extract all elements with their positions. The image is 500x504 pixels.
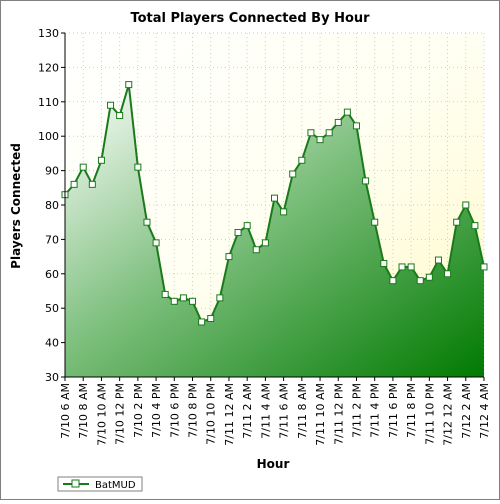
data-point xyxy=(325,129,333,137)
data-point xyxy=(416,277,424,285)
x-tick-label: 7/10 10 PM xyxy=(205,383,218,445)
data-point xyxy=(471,222,479,230)
x-axis-title: Hour xyxy=(257,457,290,471)
x-tick-label: 7/11 2 PM xyxy=(350,383,363,438)
x-tick-label: 7/12 12 AM xyxy=(442,383,455,446)
x-tick-label: 7/11 6 AM xyxy=(278,383,291,439)
data-point xyxy=(316,136,324,144)
data-point xyxy=(97,156,105,164)
y-axis-title: Players Connected xyxy=(9,143,23,269)
data-point xyxy=(225,253,233,261)
x-tick-labels: 7/10 6 AM 7/10 8 AM 7/10 10 AM 7/10 12 PM 7/… xyxy=(59,383,491,446)
y-tick-label: 30 xyxy=(45,371,59,384)
x-tick-label: 7/10 10 AM xyxy=(95,383,108,446)
data-point xyxy=(271,194,278,202)
legend-label-batmud: BatMUD xyxy=(95,480,136,491)
data-point xyxy=(298,156,306,164)
data-point xyxy=(125,81,133,89)
x-tick-label: 7/11 12 AM xyxy=(223,383,236,446)
y-tick-label: 130 xyxy=(38,27,59,40)
x-tick-label: 7/11 2 AM xyxy=(241,383,254,439)
data-point xyxy=(207,315,215,323)
data-point xyxy=(280,208,288,216)
legend-marker xyxy=(71,479,80,488)
data-point xyxy=(380,259,388,267)
x-tick-label: 7/10 6 PM xyxy=(168,383,181,438)
data-point xyxy=(444,270,452,278)
data-point xyxy=(425,273,433,281)
y-tick-labels: 30 40 50 60 70 80 90 100 110 120 130 xyxy=(38,27,59,384)
data-point xyxy=(152,239,160,247)
data-point xyxy=(179,294,187,302)
data-point xyxy=(70,180,78,188)
data-point xyxy=(243,222,251,230)
data-point xyxy=(189,297,197,305)
data-point xyxy=(343,108,351,116)
x-tick-label: 7/11 6 PM xyxy=(387,383,400,438)
y-tick-label: 40 xyxy=(45,337,59,350)
series-area-batmud xyxy=(65,84,484,377)
x-tick-label: 7/10 12 PM xyxy=(114,383,127,445)
x-tick-label: 7/11 10 AM xyxy=(314,383,327,446)
data-point xyxy=(453,218,461,226)
x-tick-label: 7/10 8 PM xyxy=(187,383,200,438)
x-tick-label: 7/10 4 PM xyxy=(150,383,163,438)
data-point xyxy=(79,163,87,171)
axes xyxy=(61,32,485,381)
x-tick-label: 7/11 8 AM xyxy=(296,383,309,439)
data-point xyxy=(88,180,96,188)
chart-title: Total Players Connected By Hour xyxy=(130,11,370,26)
data-point xyxy=(261,239,269,247)
data-point xyxy=(480,263,488,271)
y-tick-label: 110 xyxy=(38,96,59,109)
data-point xyxy=(252,246,260,254)
x-tick-label: 7/11 4 PM xyxy=(369,383,382,438)
x-tick-label: 7/11 12 PM xyxy=(332,383,345,445)
data-point xyxy=(234,229,242,237)
data-point xyxy=(334,118,342,126)
x-tick-label: 7/12 4 AM xyxy=(478,383,491,439)
data-point xyxy=(462,201,470,209)
data-point xyxy=(107,101,115,109)
y-tick-label: 80 xyxy=(45,199,59,212)
x-tick-label: 7/10 2 PM xyxy=(132,383,145,438)
data-point xyxy=(407,263,415,271)
data-point xyxy=(352,122,360,130)
data-point xyxy=(434,256,442,264)
x-tick-label: 7/12 2 AM xyxy=(460,383,473,439)
data-point xyxy=(371,218,379,226)
data-point xyxy=(143,218,151,226)
y-tick-label: 70 xyxy=(45,233,59,246)
y-tick-label: 120 xyxy=(38,61,59,74)
x-tick-label: 7/10 6 AM xyxy=(59,383,72,439)
data-point xyxy=(362,177,370,185)
y-tick-label: 90 xyxy=(45,165,59,178)
data-point xyxy=(116,112,124,120)
y-tick-label: 100 xyxy=(38,130,59,143)
x-tick-label: 7/11 10 PM xyxy=(423,383,436,445)
data-point xyxy=(161,290,169,298)
x-tick-label: 7/11 4 AM xyxy=(259,383,272,439)
data-point xyxy=(307,129,315,137)
data-point xyxy=(134,163,142,171)
data-point xyxy=(198,318,206,326)
data-point xyxy=(398,263,406,271)
data-point xyxy=(216,294,224,302)
data-point xyxy=(389,277,397,285)
data-point xyxy=(170,297,178,305)
x-tick-label: 7/11 8 PM xyxy=(405,383,418,438)
data-point xyxy=(289,170,297,178)
x-tick-label: 7/10 8 AM xyxy=(77,383,90,439)
y-tick-label: 50 xyxy=(45,302,59,315)
legend: BatMUD xyxy=(57,476,143,492)
y-tick-label: 60 xyxy=(45,268,59,281)
